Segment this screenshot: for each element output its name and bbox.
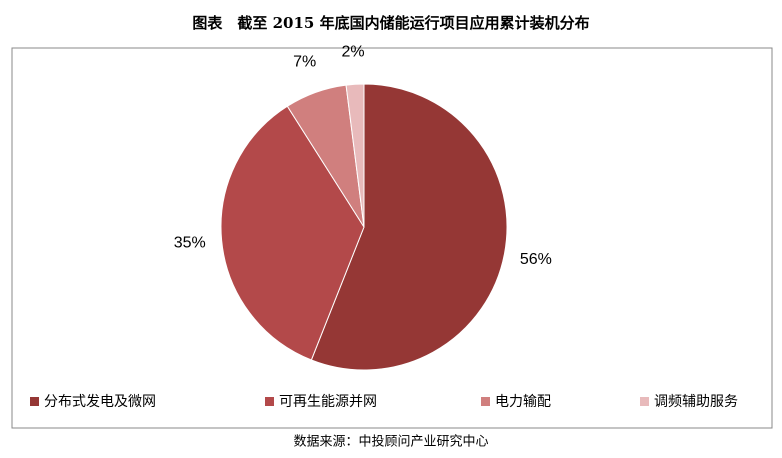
data-label: 56% <box>520 251 552 268</box>
legend-swatch <box>640 397 649 406</box>
pie-slice <box>345 83 365 228</box>
legend-label: 调频辅助服务 <box>654 394 738 410</box>
legend-label: 电力输配 <box>495 394 551 410</box>
legend-label: 可再生能源并网 <box>279 394 377 410</box>
data-label: 2% <box>341 44 364 61</box>
legend-swatch <box>481 397 490 406</box>
pie-slice <box>220 105 365 361</box>
pie-slice <box>310 83 508 371</box>
chart-frame <box>11 47 773 429</box>
data-label: 7% <box>293 54 316 71</box>
source: 数据来源：中投顾问产业研究中心 <box>293 434 488 450</box>
data-label: 35% <box>174 235 206 252</box>
legend-label: 分布式发电及微网 <box>44 394 156 410</box>
legend-swatch <box>265 397 274 406</box>
chart-title: 图表 截至 2015 年底国内储能运行项目应用累计装机分布 <box>192 14 589 32</box>
legend-swatch <box>30 397 39 406</box>
